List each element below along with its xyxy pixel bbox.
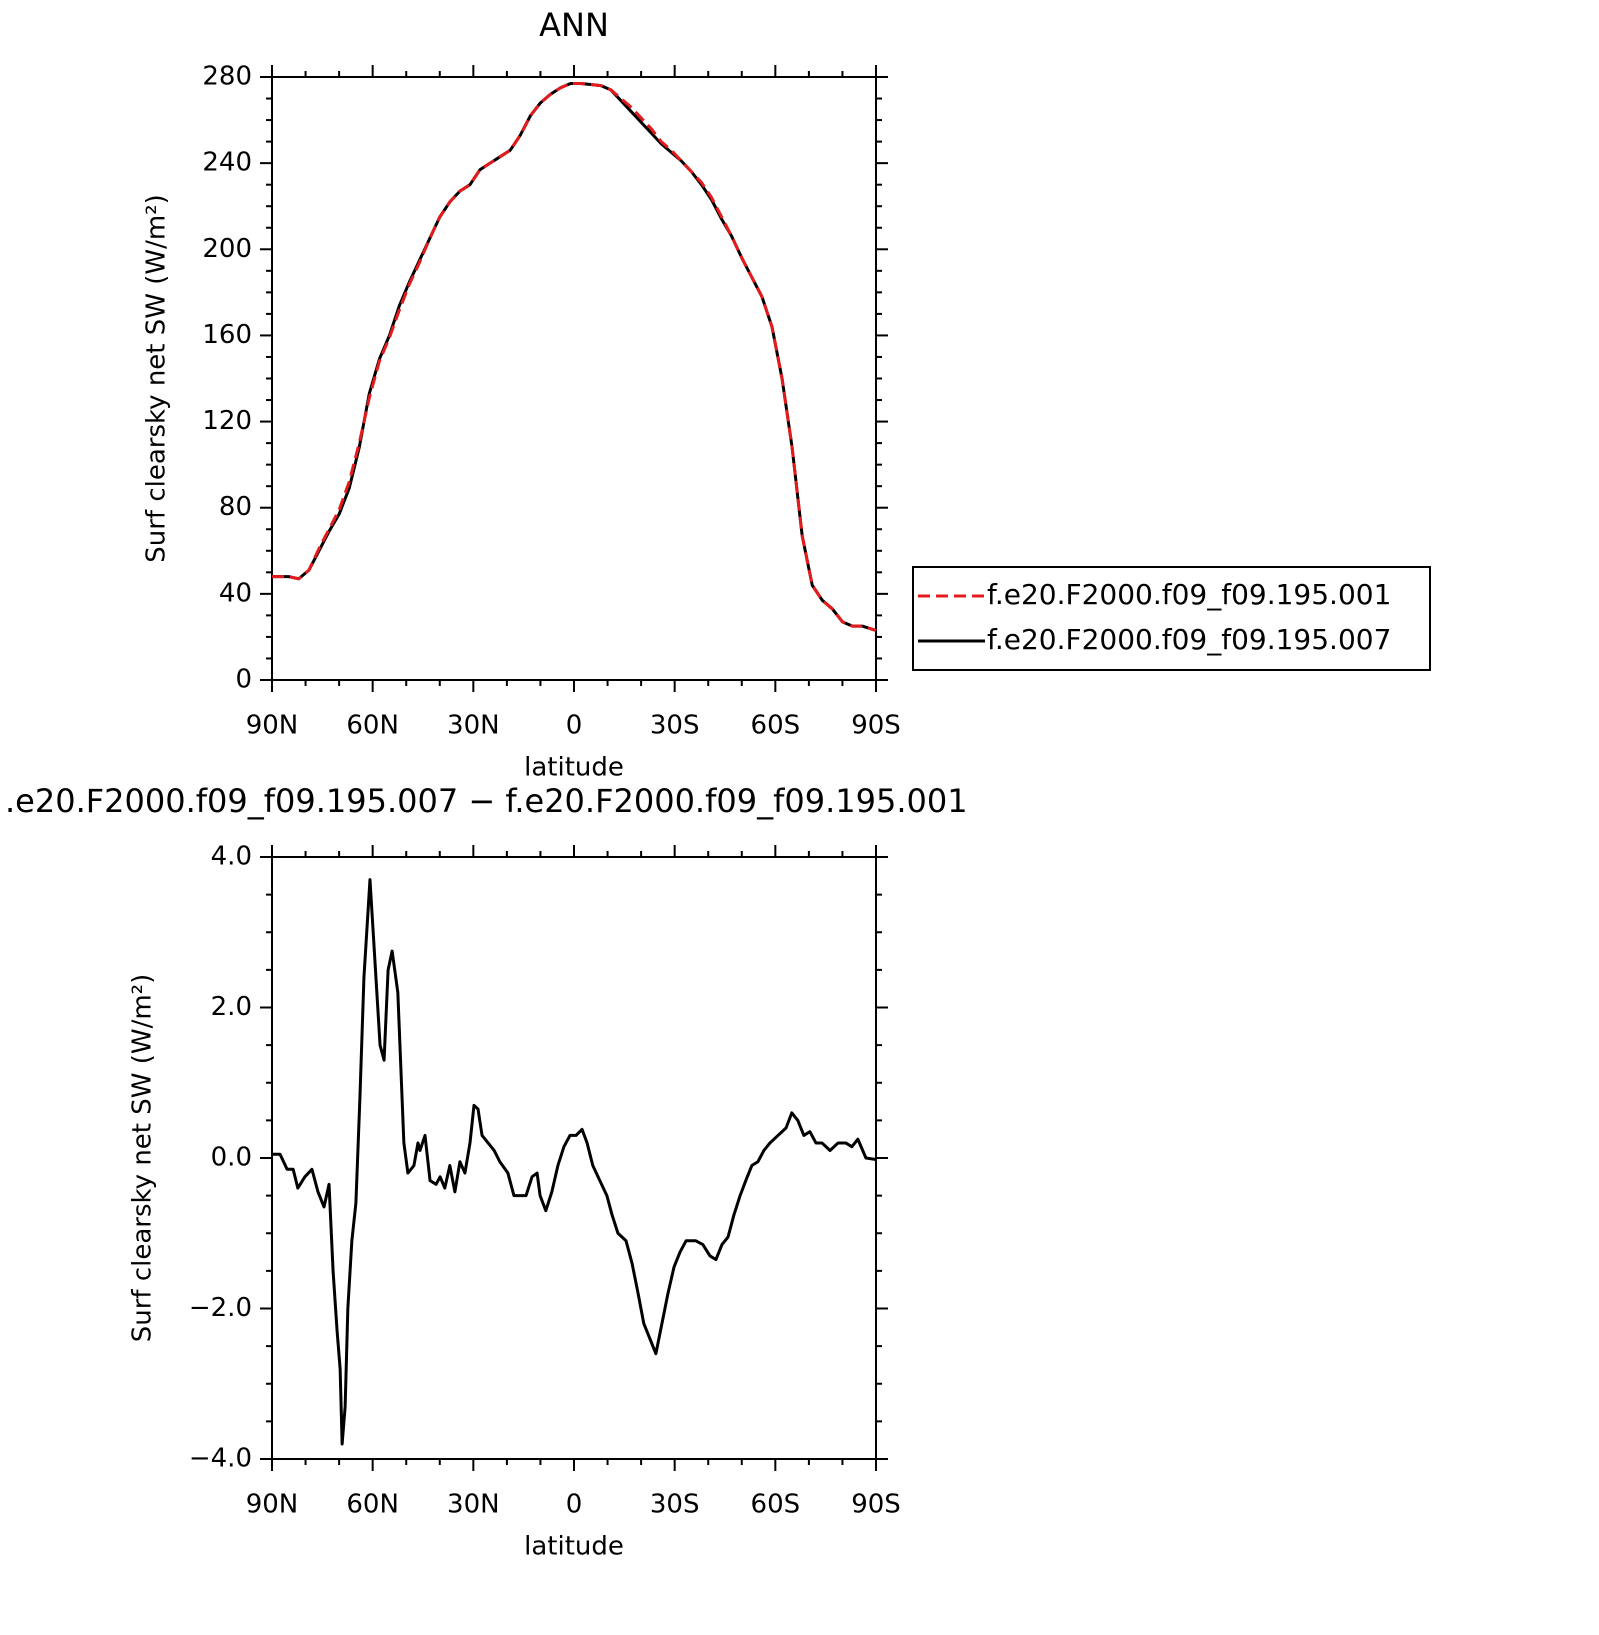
x-tick-label: 60N bbox=[346, 1490, 399, 1520]
x-axis-label: latitude bbox=[524, 753, 624, 783]
y-axis-label: Surf clearsky net SW (W/m²) bbox=[142, 194, 172, 562]
x-tick-label: 90N bbox=[246, 1490, 299, 1520]
y-tick-label: −4.0 bbox=[189, 1444, 252, 1474]
x-tick-label: 30N bbox=[447, 1490, 500, 1520]
x-tick-label: 90N bbox=[246, 711, 299, 741]
x-tick-label: 30S bbox=[650, 1490, 700, 1520]
legend-label: f.e20.F2000.f09_f09.195.001 bbox=[987, 578, 1391, 611]
plot-frame bbox=[271, 76, 877, 681]
x-tick-label: 60S bbox=[751, 711, 801, 741]
y-tick-label: 40 bbox=[219, 578, 252, 608]
chart-title: .e20.F2000.f09_f09.195.007 − f.e20.F2000… bbox=[5, 782, 968, 820]
y-tick-label: 200 bbox=[202, 234, 252, 264]
x-tick-label: 30S bbox=[650, 711, 700, 741]
y-tick-label: 4.0 bbox=[211, 842, 252, 872]
y-tick-label: 2.0 bbox=[211, 992, 252, 1022]
y-tick-label: 0.0 bbox=[211, 1143, 252, 1173]
x-tick-label: 90S bbox=[851, 711, 901, 741]
legend-label: f.e20.F2000.f09_f09.195.007 bbox=[987, 623, 1391, 656]
x-tick-label: 60N bbox=[346, 711, 399, 741]
legend-box bbox=[912, 566, 1431, 671]
y-tick-label: 120 bbox=[202, 406, 252, 436]
x-axis-label: latitude bbox=[524, 1532, 624, 1562]
y-tick-label: 80 bbox=[219, 492, 252, 522]
x-tick-label: 0 bbox=[566, 1490, 583, 1520]
y-tick-label: 160 bbox=[202, 320, 252, 350]
x-tick-label: 30N bbox=[447, 711, 500, 741]
y-tick-label: −2.0 bbox=[189, 1293, 252, 1323]
data-line bbox=[272, 878, 877, 1446]
y-axis-label: Surf clearsky net SW (W/m²) bbox=[128, 974, 158, 1342]
x-tick-label: 90S bbox=[851, 1490, 901, 1520]
chart-title: ANN bbox=[539, 6, 609, 44]
data-line bbox=[272, 81, 877, 632]
y-tick-label: 280 bbox=[202, 62, 252, 92]
y-tick-label: 240 bbox=[202, 148, 252, 178]
data-line bbox=[272, 81, 877, 632]
y-tick-label: 0 bbox=[235, 665, 252, 695]
x-tick-label: 0 bbox=[566, 711, 583, 741]
x-tick-label: 60S bbox=[751, 1490, 801, 1520]
plot-frame bbox=[271, 856, 877, 1460]
